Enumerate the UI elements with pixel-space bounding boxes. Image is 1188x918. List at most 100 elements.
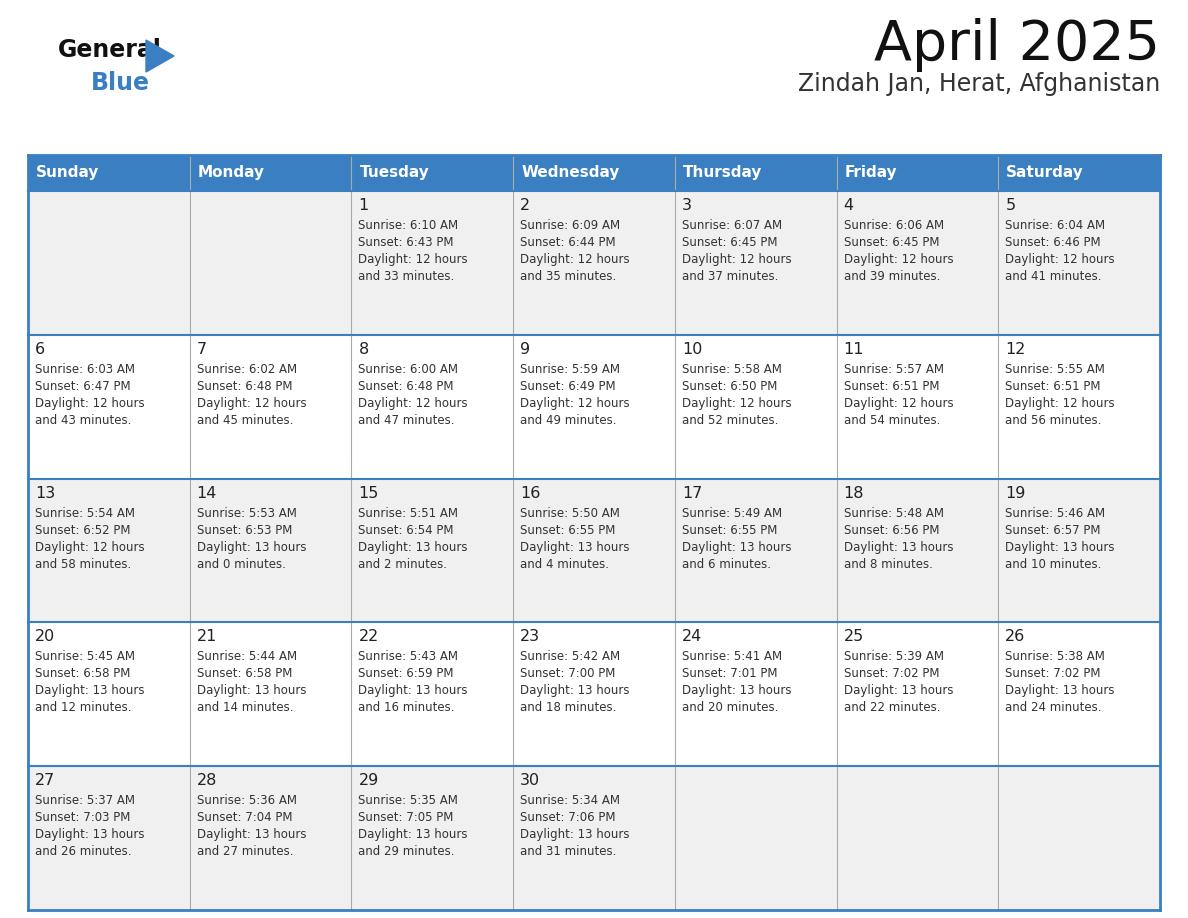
Text: 4: 4 bbox=[843, 198, 854, 213]
Text: 19: 19 bbox=[1005, 486, 1025, 500]
Text: Daylight: 12 hours: Daylight: 12 hours bbox=[520, 253, 630, 266]
Text: Sunrise: 5:39 AM: Sunrise: 5:39 AM bbox=[843, 650, 943, 664]
Text: 13: 13 bbox=[34, 486, 56, 500]
Text: Daylight: 13 hours: Daylight: 13 hours bbox=[520, 685, 630, 698]
Text: Sunrise: 5:36 AM: Sunrise: 5:36 AM bbox=[197, 794, 297, 807]
Text: and 2 minutes.: and 2 minutes. bbox=[359, 557, 448, 571]
Text: Sunrise: 5:38 AM: Sunrise: 5:38 AM bbox=[1005, 650, 1105, 664]
Text: Sunset: 6:44 PM: Sunset: 6:44 PM bbox=[520, 236, 615, 249]
Bar bbox=[190, 155, 352, 191]
Text: Daylight: 13 hours: Daylight: 13 hours bbox=[843, 685, 953, 698]
Text: Daylight: 13 hours: Daylight: 13 hours bbox=[520, 541, 630, 554]
Text: Daylight: 13 hours: Daylight: 13 hours bbox=[359, 685, 468, 698]
Text: Daylight: 13 hours: Daylight: 13 hours bbox=[682, 541, 791, 554]
Text: Sunset: 6:54 PM: Sunset: 6:54 PM bbox=[359, 523, 454, 537]
Text: Daylight: 13 hours: Daylight: 13 hours bbox=[34, 685, 145, 698]
Text: Sunrise: 5:44 AM: Sunrise: 5:44 AM bbox=[197, 650, 297, 664]
Text: 25: 25 bbox=[843, 630, 864, 644]
Text: Daylight: 12 hours: Daylight: 12 hours bbox=[520, 397, 630, 409]
Text: Sunrise: 6:00 AM: Sunrise: 6:00 AM bbox=[359, 363, 459, 375]
Text: 22: 22 bbox=[359, 630, 379, 644]
Text: Sunrise: 5:57 AM: Sunrise: 5:57 AM bbox=[843, 363, 943, 375]
Text: Zindah Jan, Herat, Afghanistan: Zindah Jan, Herat, Afghanistan bbox=[798, 72, 1159, 96]
Text: Saturday: Saturday bbox=[1006, 165, 1083, 181]
Polygon shape bbox=[146, 40, 173, 72]
Text: Sunrise: 6:10 AM: Sunrise: 6:10 AM bbox=[359, 219, 459, 232]
Text: 15: 15 bbox=[359, 486, 379, 500]
Text: Sunset: 6:51 PM: Sunset: 6:51 PM bbox=[1005, 380, 1101, 393]
Text: Sunrise: 6:09 AM: Sunrise: 6:09 AM bbox=[520, 219, 620, 232]
Text: Monday: Monday bbox=[197, 165, 265, 181]
Text: 27: 27 bbox=[34, 773, 56, 789]
Text: and 18 minutes.: and 18 minutes. bbox=[520, 701, 617, 714]
Text: 1: 1 bbox=[359, 198, 368, 213]
Text: Friday: Friday bbox=[845, 165, 897, 181]
Text: 12: 12 bbox=[1005, 341, 1025, 357]
Text: and 47 minutes.: and 47 minutes. bbox=[359, 414, 455, 427]
Text: 6: 6 bbox=[34, 341, 45, 357]
Text: Sunset: 6:45 PM: Sunset: 6:45 PM bbox=[843, 236, 939, 249]
Text: Sunset: 7:06 PM: Sunset: 7:06 PM bbox=[520, 812, 615, 824]
Text: Daylight: 13 hours: Daylight: 13 hours bbox=[359, 541, 468, 554]
Bar bbox=[352, 155, 513, 191]
Text: Sunset: 7:04 PM: Sunset: 7:04 PM bbox=[197, 812, 292, 824]
Bar bbox=[836, 155, 998, 191]
Text: Sunset: 6:56 PM: Sunset: 6:56 PM bbox=[843, 523, 939, 537]
Text: and 58 minutes.: and 58 minutes. bbox=[34, 557, 131, 571]
Text: 14: 14 bbox=[197, 486, 217, 500]
Text: Sunrise: 5:54 AM: Sunrise: 5:54 AM bbox=[34, 507, 135, 520]
Text: 18: 18 bbox=[843, 486, 864, 500]
Text: and 20 minutes.: and 20 minutes. bbox=[682, 701, 778, 714]
Bar bbox=[29, 478, 1159, 622]
Text: and 0 minutes.: and 0 minutes. bbox=[197, 557, 285, 571]
Text: Sunrise: 5:49 AM: Sunrise: 5:49 AM bbox=[682, 507, 782, 520]
Bar bbox=[29, 622, 1159, 767]
Text: and 8 minutes.: and 8 minutes. bbox=[843, 557, 933, 571]
Text: and 52 minutes.: and 52 minutes. bbox=[682, 414, 778, 427]
Text: Daylight: 12 hours: Daylight: 12 hours bbox=[682, 397, 791, 409]
Text: Sunset: 7:05 PM: Sunset: 7:05 PM bbox=[359, 812, 454, 824]
Text: Sunrise: 5:50 AM: Sunrise: 5:50 AM bbox=[520, 507, 620, 520]
Text: 2: 2 bbox=[520, 198, 530, 213]
Text: Sunset: 6:52 PM: Sunset: 6:52 PM bbox=[34, 523, 131, 537]
Text: and 37 minutes.: and 37 minutes. bbox=[682, 270, 778, 283]
Bar bbox=[29, 191, 1159, 335]
Text: 8: 8 bbox=[359, 341, 368, 357]
Text: Sunset: 6:59 PM: Sunset: 6:59 PM bbox=[359, 667, 454, 680]
Text: and 35 minutes.: and 35 minutes. bbox=[520, 270, 617, 283]
Text: Sunset: 6:48 PM: Sunset: 6:48 PM bbox=[197, 380, 292, 393]
Text: Sunset: 7:00 PM: Sunset: 7:00 PM bbox=[520, 667, 615, 680]
Text: Daylight: 12 hours: Daylight: 12 hours bbox=[682, 253, 791, 266]
Text: Sunset: 6:50 PM: Sunset: 6:50 PM bbox=[682, 380, 777, 393]
Text: and 39 minutes.: and 39 minutes. bbox=[843, 270, 940, 283]
Text: Sunset: 6:58 PM: Sunset: 6:58 PM bbox=[197, 667, 292, 680]
Text: and 54 minutes.: and 54 minutes. bbox=[843, 414, 940, 427]
Text: and 22 minutes.: and 22 minutes. bbox=[843, 701, 940, 714]
Text: Sunset: 6:46 PM: Sunset: 6:46 PM bbox=[1005, 236, 1101, 249]
Text: and 29 minutes.: and 29 minutes. bbox=[359, 845, 455, 858]
Text: Daylight: 13 hours: Daylight: 13 hours bbox=[1005, 541, 1114, 554]
Text: Thursday: Thursday bbox=[683, 165, 763, 181]
Text: Daylight: 12 hours: Daylight: 12 hours bbox=[843, 253, 953, 266]
Text: Daylight: 12 hours: Daylight: 12 hours bbox=[34, 397, 145, 409]
Text: Sunrise: 6:03 AM: Sunrise: 6:03 AM bbox=[34, 363, 135, 375]
Text: Sunrise: 5:59 AM: Sunrise: 5:59 AM bbox=[520, 363, 620, 375]
Text: 23: 23 bbox=[520, 630, 541, 644]
Text: Sunrise: 5:34 AM: Sunrise: 5:34 AM bbox=[520, 794, 620, 807]
Text: and 4 minutes.: and 4 minutes. bbox=[520, 557, 609, 571]
Text: and 27 minutes.: and 27 minutes. bbox=[197, 845, 293, 858]
Text: and 12 minutes.: and 12 minutes. bbox=[34, 701, 132, 714]
Bar bbox=[998, 155, 1159, 191]
Text: General: General bbox=[58, 38, 162, 62]
Text: Daylight: 13 hours: Daylight: 13 hours bbox=[1005, 685, 1114, 698]
Text: and 6 minutes.: and 6 minutes. bbox=[682, 557, 771, 571]
Text: 16: 16 bbox=[520, 486, 541, 500]
Text: Daylight: 12 hours: Daylight: 12 hours bbox=[1005, 397, 1114, 409]
Text: Sunset: 6:53 PM: Sunset: 6:53 PM bbox=[197, 523, 292, 537]
Bar bbox=[675, 155, 836, 191]
Text: Sunset: 7:03 PM: Sunset: 7:03 PM bbox=[34, 812, 131, 824]
Text: Sunrise: 5:51 AM: Sunrise: 5:51 AM bbox=[359, 507, 459, 520]
Text: and 26 minutes.: and 26 minutes. bbox=[34, 845, 132, 858]
Text: Sunrise: 6:04 AM: Sunrise: 6:04 AM bbox=[1005, 219, 1105, 232]
Text: Sunday: Sunday bbox=[36, 165, 100, 181]
